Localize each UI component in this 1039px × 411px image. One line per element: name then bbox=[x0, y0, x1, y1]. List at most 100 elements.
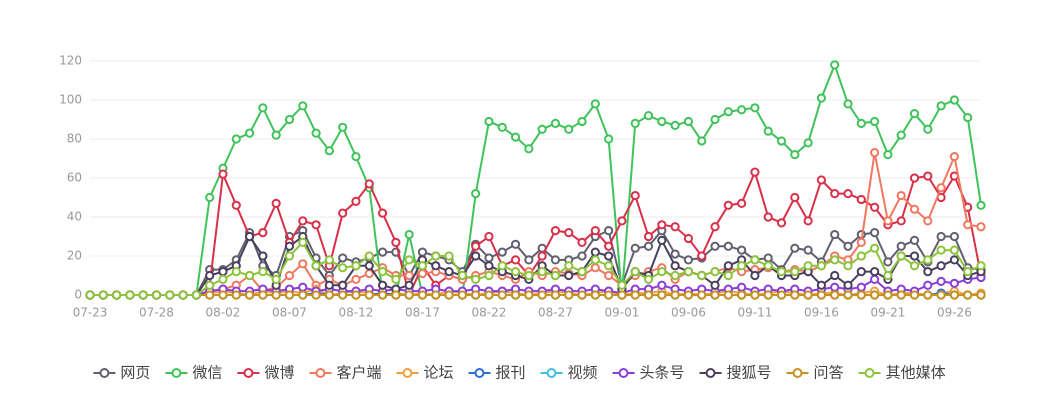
data-point bbox=[856, 290, 866, 300]
data-point bbox=[311, 220, 321, 230]
data-point bbox=[457, 270, 467, 281]
data-point bbox=[949, 290, 960, 300]
data-point bbox=[550, 255, 561, 265]
data-point bbox=[205, 280, 215, 290]
data-point bbox=[949, 231, 960, 242]
legend-item: 头条号 bbox=[612, 364, 685, 382]
x-tick-label: 09-16 bbox=[804, 306, 839, 320]
y-tick-label: 0 bbox=[74, 288, 82, 302]
data-point bbox=[630, 243, 640, 253]
x-tick-label: 09-21 bbox=[870, 306, 905, 320]
data-point bbox=[936, 276, 946, 286]
data-point bbox=[790, 192, 800, 203]
legend-item: 微博 bbox=[237, 364, 294, 382]
data-point bbox=[909, 109, 920, 119]
data-point bbox=[657, 267, 667, 277]
data-point bbox=[351, 261, 361, 271]
data-point bbox=[377, 280, 388, 290]
data-point bbox=[604, 270, 614, 281]
data-point bbox=[377, 247, 388, 257]
data-point bbox=[138, 290, 148, 300]
data-point bbox=[617, 290, 627, 300]
y-tick-label: 20 bbox=[67, 249, 82, 263]
data-point bbox=[604, 226, 614, 236]
data-point bbox=[258, 228, 268, 238]
data-point bbox=[577, 237, 587, 247]
data-point bbox=[151, 290, 162, 300]
data-point bbox=[923, 171, 933, 181]
series-line bbox=[90, 228, 982, 296]
x-tick-label: 08-27 bbox=[538, 306, 573, 320]
data-point bbox=[404, 290, 414, 300]
data-point bbox=[377, 267, 388, 277]
data-point bbox=[976, 290, 986, 300]
data-point bbox=[883, 150, 893, 160]
data-point bbox=[510, 267, 521, 277]
data-point bbox=[391, 237, 401, 247]
data-point bbox=[976, 222, 986, 232]
data-point bbox=[643, 111, 654, 121]
data-point bbox=[391, 274, 401, 284]
legend-item: 问答 bbox=[786, 364, 844, 382]
data-point bbox=[923, 124, 933, 134]
data-point bbox=[816, 290, 827, 300]
data-point bbox=[630, 118, 640, 129]
data-point bbox=[351, 274, 361, 284]
x-tick-label: 08-17 bbox=[405, 306, 440, 320]
data-point bbox=[311, 290, 321, 300]
data-point bbox=[205, 192, 215, 203]
legend-marker bbox=[864, 368, 875, 378]
legend-item: 微信 bbox=[165, 364, 222, 382]
data-point bbox=[923, 216, 933, 226]
data-point bbox=[431, 290, 441, 300]
data-point bbox=[550, 290, 561, 300]
data-point bbox=[298, 101, 308, 111]
data-point bbox=[298, 237, 308, 247]
legend-label: 搜狐号 bbox=[727, 364, 772, 382]
x-tick-label: 08-12 bbox=[339, 306, 374, 320]
data-point bbox=[830, 290, 840, 300]
x-tick-label: 08-22 bbox=[472, 306, 507, 320]
data-point bbox=[244, 231, 255, 242]
data-point bbox=[311, 128, 321, 138]
data-point bbox=[843, 99, 853, 109]
data-point bbox=[484, 116, 494, 127]
data-point bbox=[949, 95, 960, 105]
data-point bbox=[524, 255, 534, 265]
data-point bbox=[670, 120, 680, 130]
data-point bbox=[790, 150, 800, 160]
data-point bbox=[404, 255, 414, 265]
data-point bbox=[776, 136, 787, 146]
data-point bbox=[737, 105, 747, 115]
data-point bbox=[750, 290, 760, 300]
x-tick-label: 09-26 bbox=[937, 306, 972, 320]
data-point bbox=[936, 183, 946, 193]
data-point bbox=[737, 245, 747, 255]
data-point bbox=[604, 251, 614, 261]
legend-label: 客户端 bbox=[336, 364, 381, 382]
data-point bbox=[883, 216, 893, 226]
x-tick-label: 09-01 bbox=[605, 306, 640, 320]
data-point bbox=[856, 282, 866, 292]
data-point bbox=[231, 200, 241, 210]
x-tick-label: 08-07 bbox=[272, 306, 307, 320]
legend-marker bbox=[792, 368, 803, 378]
data-point bbox=[737, 261, 747, 271]
data-point bbox=[790, 243, 800, 253]
data-point bbox=[284, 270, 295, 281]
data-point bbox=[590, 247, 600, 257]
data-point bbox=[564, 270, 574, 281]
data-point bbox=[564, 228, 574, 238]
legend-item: 客户端 bbox=[309, 364, 381, 382]
data-point bbox=[471, 189, 481, 199]
data-point bbox=[723, 241, 733, 251]
legend-marker bbox=[546, 368, 557, 378]
data-point bbox=[284, 114, 295, 125]
data-point bbox=[896, 190, 906, 201]
legend-item: 其他媒体 bbox=[858, 364, 946, 382]
data-point bbox=[484, 253, 494, 263]
data-point bbox=[338, 263, 348, 273]
data-point bbox=[763, 253, 773, 263]
legend-marker bbox=[705, 368, 716, 378]
data-point bbox=[244, 270, 255, 281]
